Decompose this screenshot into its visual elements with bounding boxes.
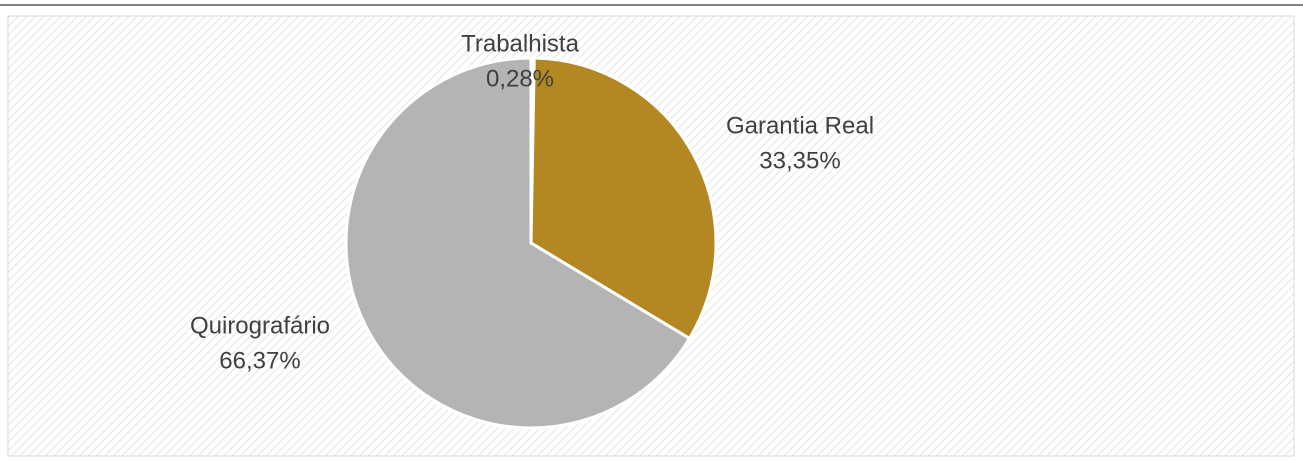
slice-value-label: 33,35%: [759, 147, 840, 174]
slice-label: Garantia Real: [726, 112, 874, 139]
pie-slice: [529, 56, 718, 341]
labels: Trabalhista 0,28% Garantia Real 33,35% Quiro…: [190, 30, 874, 374]
slice-value-label: 66,37%: [219, 347, 300, 374]
pie-slice: [344, 56, 692, 430]
slice-label: Quirografário: [190, 312, 330, 339]
pie: [344, 56, 718, 430]
slice-value-label: 0,28%: [486, 65, 554, 92]
slice-label: Trabalhista: [461, 30, 579, 57]
